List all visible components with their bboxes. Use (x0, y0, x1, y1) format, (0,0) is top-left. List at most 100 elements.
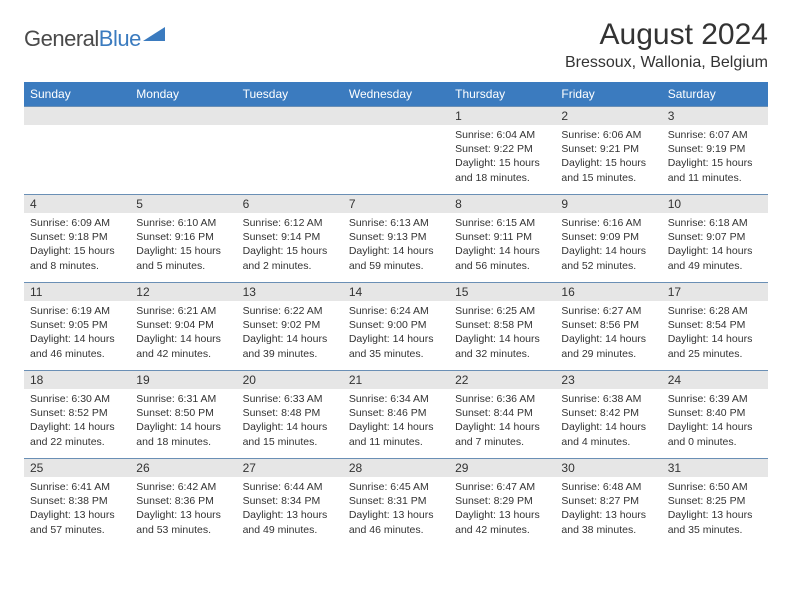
day-number: 29 (449, 459, 555, 477)
day-data: Sunrise: 6:38 AMSunset: 8:42 PMDaylight:… (555, 389, 661, 449)
day-data: Sunrise: 6:10 AMSunset: 9:16 PMDaylight:… (130, 213, 236, 273)
calendar-day-cell: 29Sunrise: 6:47 AMSunset: 8:29 PMDayligh… (449, 459, 555, 547)
logo-triangle-icon (143, 25, 165, 46)
day-number: 31 (662, 459, 768, 477)
day-number: 17 (662, 283, 768, 301)
day-number: 5 (130, 195, 236, 213)
calendar-day-cell: 4Sunrise: 6:09 AMSunset: 9:18 PMDaylight… (24, 195, 130, 283)
calendar-day-cell: 6Sunrise: 6:12 AMSunset: 9:14 PMDaylight… (237, 195, 343, 283)
day-data: Sunrise: 6:09 AMSunset: 9:18 PMDaylight:… (24, 213, 130, 273)
day-number-empty (343, 107, 449, 125)
day-number: 10 (662, 195, 768, 213)
day-number: 20 (237, 371, 343, 389)
day-number: 3 (662, 107, 768, 125)
day-data: Sunrise: 6:04 AMSunset: 9:22 PMDaylight:… (449, 125, 555, 185)
day-number: 4 (24, 195, 130, 213)
calendar-week-row: 1Sunrise: 6:04 AMSunset: 9:22 PMDaylight… (24, 107, 768, 195)
weekday-sunday: Sunday (24, 82, 130, 107)
day-number: 16 (555, 283, 661, 301)
calendar-day-cell: 21Sunrise: 6:34 AMSunset: 8:46 PMDayligh… (343, 371, 449, 459)
title-block: August 2024 Bressoux, Wallonia, Belgium (565, 18, 768, 72)
day-number: 15 (449, 283, 555, 301)
calendar-day-cell: 31Sunrise: 6:50 AMSunset: 8:25 PMDayligh… (662, 459, 768, 547)
month-title: August 2024 (565, 18, 768, 52)
calendar-day-cell: 17Sunrise: 6:28 AMSunset: 8:54 PMDayligh… (662, 283, 768, 371)
day-data: Sunrise: 6:41 AMSunset: 8:38 PMDaylight:… (24, 477, 130, 537)
calendar-day-cell: 11Sunrise: 6:19 AMSunset: 9:05 PMDayligh… (24, 283, 130, 371)
calendar-day-cell: 1Sunrise: 6:04 AMSunset: 9:22 PMDaylight… (449, 107, 555, 195)
weekday-thursday: Thursday (449, 82, 555, 107)
day-number: 26 (130, 459, 236, 477)
day-data: Sunrise: 6:19 AMSunset: 9:05 PMDaylight:… (24, 301, 130, 361)
day-number: 19 (130, 371, 236, 389)
calendar-day-cell: 25Sunrise: 6:41 AMSunset: 8:38 PMDayligh… (24, 459, 130, 547)
calendar-day-cell: 5Sunrise: 6:10 AMSunset: 9:16 PMDaylight… (130, 195, 236, 283)
calendar-day-cell: 19Sunrise: 6:31 AMSunset: 8:50 PMDayligh… (130, 371, 236, 459)
day-number-empty (237, 107, 343, 125)
calendar-week-row: 25Sunrise: 6:41 AMSunset: 8:38 PMDayligh… (24, 459, 768, 547)
calendar-day-cell: 22Sunrise: 6:36 AMSunset: 8:44 PMDayligh… (449, 371, 555, 459)
day-data: Sunrise: 6:39 AMSunset: 8:40 PMDaylight:… (662, 389, 768, 449)
day-data: Sunrise: 6:15 AMSunset: 9:11 PMDaylight:… (449, 213, 555, 273)
calendar-table: Sunday Monday Tuesday Wednesday Thursday… (24, 82, 768, 547)
day-data: Sunrise: 6:13 AMSunset: 9:13 PMDaylight:… (343, 213, 449, 273)
day-data: Sunrise: 6:27 AMSunset: 8:56 PMDaylight:… (555, 301, 661, 361)
day-number-empty (130, 107, 236, 125)
day-number: 27 (237, 459, 343, 477)
day-data: Sunrise: 6:50 AMSunset: 8:25 PMDaylight:… (662, 477, 768, 537)
day-data: Sunrise: 6:24 AMSunset: 9:00 PMDaylight:… (343, 301, 449, 361)
calendar-day-cell: 20Sunrise: 6:33 AMSunset: 8:48 PMDayligh… (237, 371, 343, 459)
weekday-monday: Monday (130, 82, 236, 107)
day-number: 11 (24, 283, 130, 301)
calendar-day-cell: 14Sunrise: 6:24 AMSunset: 9:00 PMDayligh… (343, 283, 449, 371)
calendar-day-cell: 8Sunrise: 6:15 AMSunset: 9:11 PMDaylight… (449, 195, 555, 283)
calendar-week-row: 11Sunrise: 6:19 AMSunset: 9:05 PMDayligh… (24, 283, 768, 371)
location: Bressoux, Wallonia, Belgium (565, 54, 768, 72)
day-data: Sunrise: 6:33 AMSunset: 8:48 PMDaylight:… (237, 389, 343, 449)
day-data: Sunrise: 6:44 AMSunset: 8:34 PMDaylight:… (237, 477, 343, 537)
calendar-week-row: 18Sunrise: 6:30 AMSunset: 8:52 PMDayligh… (24, 371, 768, 459)
day-data: Sunrise: 6:16 AMSunset: 9:09 PMDaylight:… (555, 213, 661, 273)
calendar-day-cell: 15Sunrise: 6:25 AMSunset: 8:58 PMDayligh… (449, 283, 555, 371)
calendar-day-cell: 10Sunrise: 6:18 AMSunset: 9:07 PMDayligh… (662, 195, 768, 283)
logo: GeneralBlue (24, 26, 165, 52)
day-data: Sunrise: 6:31 AMSunset: 8:50 PMDaylight:… (130, 389, 236, 449)
day-data: Sunrise: 6:12 AMSunset: 9:14 PMDaylight:… (237, 213, 343, 273)
calendar-day-cell: 13Sunrise: 6:22 AMSunset: 9:02 PMDayligh… (237, 283, 343, 371)
calendar-day-cell: 27Sunrise: 6:44 AMSunset: 8:34 PMDayligh… (237, 459, 343, 547)
day-number: 23 (555, 371, 661, 389)
day-number: 12 (130, 283, 236, 301)
day-data: Sunrise: 6:42 AMSunset: 8:36 PMDaylight:… (130, 477, 236, 537)
weekday-saturday: Saturday (662, 82, 768, 107)
header: GeneralBlue August 2024 Bressoux, Wallon… (24, 18, 768, 72)
calendar-day-cell (237, 107, 343, 195)
day-number: 13 (237, 283, 343, 301)
calendar-week-row: 4Sunrise: 6:09 AMSunset: 9:18 PMDaylight… (24, 195, 768, 283)
day-data: Sunrise: 6:36 AMSunset: 8:44 PMDaylight:… (449, 389, 555, 449)
day-number: 14 (343, 283, 449, 301)
day-data: Sunrise: 6:06 AMSunset: 9:21 PMDaylight:… (555, 125, 661, 185)
day-number: 18 (24, 371, 130, 389)
day-data: Sunrise: 6:21 AMSunset: 9:04 PMDaylight:… (130, 301, 236, 361)
day-number: 6 (237, 195, 343, 213)
calendar-day-cell: 30Sunrise: 6:48 AMSunset: 8:27 PMDayligh… (555, 459, 661, 547)
weekday-friday: Friday (555, 82, 661, 107)
day-data: Sunrise: 6:45 AMSunset: 8:31 PMDaylight:… (343, 477, 449, 537)
calendar-day-cell (343, 107, 449, 195)
logo-text-blue: Blue (99, 26, 141, 52)
weekday-wednesday: Wednesday (343, 82, 449, 107)
day-number: 22 (449, 371, 555, 389)
calendar-day-cell: 18Sunrise: 6:30 AMSunset: 8:52 PMDayligh… (24, 371, 130, 459)
day-number: 21 (343, 371, 449, 389)
day-number: 28 (343, 459, 449, 477)
day-data: Sunrise: 6:25 AMSunset: 8:58 PMDaylight:… (449, 301, 555, 361)
calendar-day-cell: 16Sunrise: 6:27 AMSunset: 8:56 PMDayligh… (555, 283, 661, 371)
day-number: 25 (24, 459, 130, 477)
day-data: Sunrise: 6:34 AMSunset: 8:46 PMDaylight:… (343, 389, 449, 449)
day-data: Sunrise: 6:18 AMSunset: 9:07 PMDaylight:… (662, 213, 768, 273)
day-data: Sunrise: 6:22 AMSunset: 9:02 PMDaylight:… (237, 301, 343, 361)
day-number: 2 (555, 107, 661, 125)
weekday-tuesday: Tuesday (237, 82, 343, 107)
day-data: Sunrise: 6:07 AMSunset: 9:19 PMDaylight:… (662, 125, 768, 185)
calendar-day-cell: 3Sunrise: 6:07 AMSunset: 9:19 PMDaylight… (662, 107, 768, 195)
